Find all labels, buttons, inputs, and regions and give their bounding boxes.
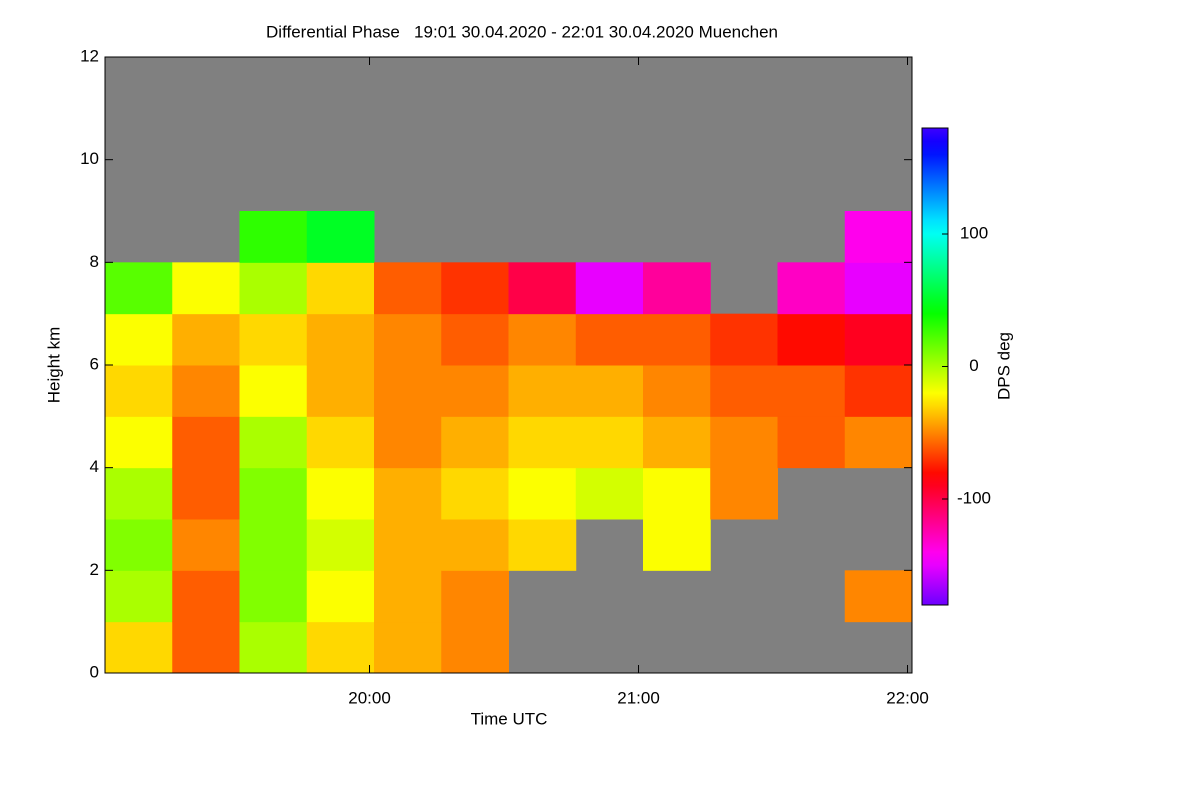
- heat-cell: [239, 621, 308, 674]
- heat-cell: [172, 467, 240, 520]
- y-tick-label: 12: [80, 46, 99, 65]
- heat-cell: [643, 416, 711, 469]
- heat-cell: [710, 467, 778, 520]
- heat-cell: [306, 519, 375, 571]
- heat-cell: [441, 365, 509, 417]
- heat-cell: [105, 467, 173, 520]
- colorbar-tick-label: 100: [960, 223, 988, 242]
- heat-cell: [575, 416, 644, 469]
- heat-cell: [306, 313, 375, 366]
- heat-cell: [239, 570, 308, 623]
- heat-cell: [374, 262, 442, 315]
- heat-cell: [374, 570, 442, 623]
- heat-cell: [172, 519, 240, 571]
- heat-cell: [239, 467, 308, 520]
- x-tick-label: 21:00: [617, 688, 660, 707]
- heat-cell: [777, 262, 846, 315]
- heat-cell: [105, 621, 173, 674]
- heat-cell: [844, 262, 913, 315]
- heat-cell: [172, 416, 240, 469]
- heat-cell: [844, 211, 913, 263]
- heat-cell: [374, 365, 442, 417]
- x-tick-label: 20:00: [348, 688, 391, 707]
- heat-cell: [105, 262, 173, 315]
- heat-cell: [508, 467, 577, 520]
- colorbar-tick-label: -100: [957, 488, 991, 507]
- heat-cell: [306, 416, 375, 469]
- heat-cell: [508, 313, 577, 366]
- heat-cell: [374, 519, 442, 571]
- heat-cell: [374, 313, 442, 366]
- y-tick-label: 2: [90, 560, 99, 579]
- heat-cell: [441, 416, 509, 469]
- heat-cell: [575, 467, 644, 520]
- heat-cell: [441, 621, 509, 674]
- heat-cell: [239, 211, 308, 263]
- heat-cell: [710, 313, 778, 366]
- y-tick-label: 8: [90, 252, 99, 271]
- heat-cell: [575, 262, 644, 315]
- heat-cell: [239, 262, 308, 315]
- heat-cell: [374, 621, 442, 674]
- heat-cell: [844, 313, 913, 366]
- heat-cell: [239, 365, 308, 417]
- heat-cell: [239, 519, 308, 571]
- heat-cell: [844, 570, 913, 623]
- heat-cell: [643, 365, 711, 417]
- y-tick-label: 0: [90, 662, 99, 681]
- heat-cell: [306, 467, 375, 520]
- y-axis-label: Height km: [44, 327, 63, 404]
- y-tick-label: 6: [90, 354, 99, 373]
- heat-cell: [441, 570, 509, 623]
- colorbar-label: DPS deg: [994, 332, 1013, 400]
- heat-cell: [105, 365, 173, 417]
- heat-cell: [710, 365, 778, 417]
- heat-cell: [643, 313, 711, 366]
- heat-cell: [710, 416, 778, 469]
- heat-cell: [643, 262, 711, 315]
- heat-cell: [306, 570, 375, 623]
- heat-cell: [374, 416, 442, 469]
- heat-cell: [306, 365, 375, 417]
- chart-title: Differential Phase 19:01 30.04.2020 - 22…: [266, 22, 778, 41]
- heat-cell: [777, 313, 846, 366]
- heat-cell: [441, 262, 509, 315]
- colorbar-tick-label: 0: [969, 356, 978, 375]
- heat-cell: [643, 467, 711, 520]
- heat-cell: [239, 416, 308, 469]
- heat-cell: [441, 467, 509, 520]
- heat-cell: [172, 365, 240, 417]
- heat-cell: [172, 570, 240, 623]
- x-axis-label: Time UTC: [471, 709, 548, 728]
- heat-cell: [575, 365, 644, 417]
- heat-cell: [643, 519, 711, 571]
- heat-cell: [306, 211, 375, 263]
- heat-cell: [508, 416, 577, 469]
- heat-cell: [508, 262, 577, 315]
- heat-cell: [508, 519, 577, 571]
- y-tick-label: 10: [80, 149, 99, 168]
- heat-cell: [374, 467, 442, 520]
- heat-cell: [105, 519, 173, 571]
- heat-cell: [172, 262, 240, 315]
- heat-cell: [844, 365, 913, 417]
- heat-cell: [239, 313, 308, 366]
- heat-cell: [441, 313, 509, 366]
- heat-cell: [441, 519, 509, 571]
- heat-cell: [172, 313, 240, 366]
- heat-cell: [306, 262, 375, 315]
- heat-cell: [105, 416, 173, 469]
- y-tick-label: 4: [90, 457, 99, 476]
- heat-cell: [105, 570, 173, 623]
- heat-cell: [306, 621, 375, 674]
- heat-cell: [844, 416, 913, 469]
- heat-cell: [105, 313, 173, 366]
- heat-cell: [777, 416, 846, 469]
- heat-cell: [575, 313, 644, 366]
- x-tick-label: 22:00: [886, 688, 929, 707]
- heat-cell: [508, 365, 577, 417]
- heat-cell: [777, 365, 846, 417]
- heat-cell: [172, 621, 240, 674]
